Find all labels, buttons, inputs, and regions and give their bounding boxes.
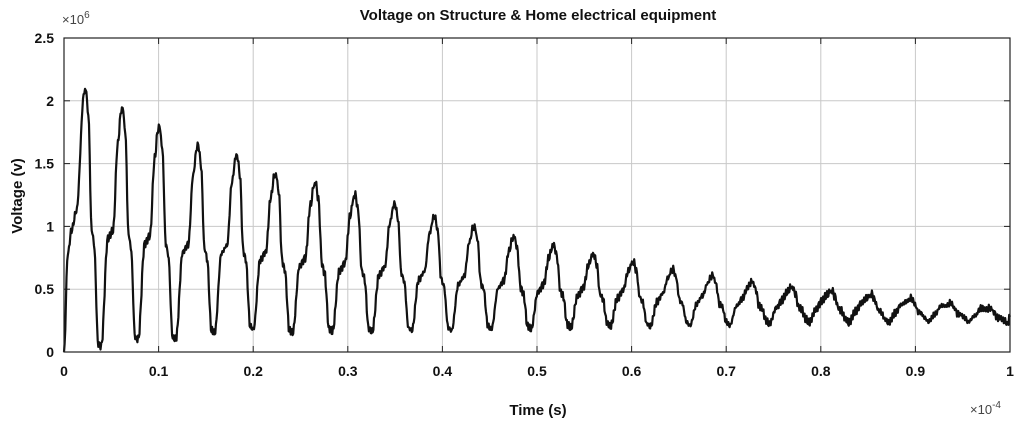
- y-tick-label: 2: [46, 93, 54, 109]
- x-tick-label: 0.5: [527, 363, 547, 379]
- x-tick-label: 0.1: [149, 363, 169, 379]
- chart-title: Voltage on Structure & Home electrical e…: [360, 7, 716, 24]
- x-tick-label: 0.3: [338, 363, 358, 379]
- x-axis-label: Time (s): [509, 402, 566, 419]
- x-tick-label: 0.2: [243, 363, 263, 379]
- x-tick-label: 0: [60, 363, 68, 379]
- x-tick-label: 0.6: [622, 363, 642, 379]
- x-tick-label: 0.7: [716, 363, 736, 379]
- y-tick-label: 0: [46, 344, 54, 360]
- y-tick-label: 0.5: [35, 281, 55, 297]
- x-multiplier-exponent: -4: [992, 400, 1001, 411]
- y-tick-label: 2.5: [35, 30, 55, 46]
- y-axis-label: Voltage (v): [9, 158, 26, 234]
- y-tick-label: 1.5: [35, 156, 55, 172]
- x-multiplier-base: ×10: [970, 402, 992, 417]
- y-multiplier-base: ×10: [62, 12, 84, 27]
- x-tick-label: 0.4: [433, 363, 453, 379]
- x-tick-label: 1: [1006, 363, 1014, 379]
- x-tick-label: 0.9: [906, 363, 926, 379]
- x-tick-label: 0.8: [811, 363, 831, 379]
- y-multiplier-exponent: 6: [84, 10, 90, 21]
- y-tick-label: 1: [46, 218, 54, 234]
